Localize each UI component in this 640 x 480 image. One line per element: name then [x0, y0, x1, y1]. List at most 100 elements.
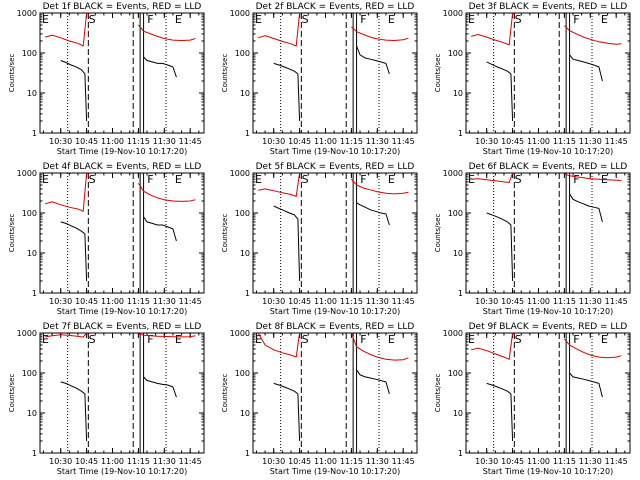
- x-tick-label: 10:45: [501, 297, 524, 306]
- events-series-line: [60, 60, 88, 122]
- x-tick-label: 10:30: [262, 297, 285, 306]
- events-series-line: [143, 56, 177, 78]
- event-marker: F: [360, 13, 366, 26]
- x-tick-label: 11:15: [127, 137, 150, 146]
- x-tick-label: 10:45: [75, 457, 98, 466]
- y-axis-label: Counts/sec: [434, 54, 442, 93]
- event-marker: E: [388, 333, 395, 346]
- lld-series-line: [350, 332, 409, 361]
- x-tick-label: 10:30: [262, 457, 285, 466]
- x-axis-label: Start Time (19-Nov-10 10:17:20): [57, 307, 187, 316]
- x-tick-label: 10:30: [49, 457, 72, 466]
- lld-series-line: [351, 178, 409, 195]
- chart-title: Det 6f BLACK = Events, RED = LLD: [469, 162, 628, 172]
- lld-series-line: [471, 332, 514, 361]
- events-series-line: [60, 381, 88, 442]
- event-marker: E: [255, 333, 262, 346]
- chart-title: Det 7f BLACK = Events, RED = LLD: [43, 322, 202, 332]
- event-marker: F: [360, 333, 366, 346]
- x-axis-label: Start Time (19-Nov-10 10:17:20): [270, 147, 400, 156]
- event-marker: S: [515, 333, 522, 346]
- x-tick-label: 10:45: [75, 297, 98, 306]
- y-tick-label: 10: [240, 89, 250, 98]
- x-axis-label: Start Time (19-Nov-10 10:17:20): [483, 147, 613, 156]
- x-tick-label: 11:00: [527, 297, 550, 306]
- x-tick-label: 11:45: [605, 457, 628, 466]
- event-marker: E: [42, 333, 49, 346]
- lld-series-line: [471, 172, 514, 184]
- y-tick-label: 1000: [443, 329, 463, 338]
- lld-series-line: [564, 25, 622, 45]
- event-marker: F: [360, 173, 366, 186]
- x-tick-label: 11:15: [127, 457, 150, 466]
- events-series-line: [356, 202, 390, 226]
- y-axis-label: Counts/sec: [434, 214, 442, 253]
- event-marker: E: [601, 333, 608, 346]
- event-marker: F: [573, 173, 579, 186]
- event-marker: F: [573, 333, 579, 346]
- events-series-line: [143, 216, 177, 242]
- x-tick-label: 11:15: [340, 457, 363, 466]
- x-axis-label: Start Time (19-Nov-10 10:17:20): [483, 467, 613, 476]
- x-tick-label: 10:30: [262, 137, 285, 146]
- events-series-line: [569, 54, 603, 82]
- x-tick-label: 10:30: [49, 137, 72, 146]
- event-marker: S: [515, 173, 522, 186]
- plot-frame: [465, 172, 631, 294]
- x-tick-label: 11:30: [579, 137, 602, 146]
- x-tick-label: 11:30: [153, 457, 176, 466]
- chart-title: Det 4f BLACK = Events, RED = LLD: [43, 162, 202, 172]
- y-tick-label: 10: [453, 89, 463, 98]
- chart-panel: Det 3f BLACK = Events, RED = LLD 1 10 100 10…: [434, 2, 631, 156]
- y-tick-label: 100: [448, 49, 463, 58]
- x-tick-label: 11:45: [605, 297, 628, 306]
- lld-series-line: [564, 173, 622, 181]
- plot-frame: [252, 12, 418, 134]
- event-marker: E: [255, 13, 262, 26]
- x-tick-label: 11:30: [366, 457, 389, 466]
- x-axis-label: Start Time (19-Nov-10 10:17:20): [270, 307, 400, 316]
- event-marker: S: [302, 13, 309, 26]
- x-tick-label: 11:30: [153, 137, 176, 146]
- y-tick-label: 1: [458, 129, 463, 138]
- lld-series-line: [137, 183, 196, 202]
- x-tick-label: 11:45: [392, 457, 415, 466]
- y-tick-label: 1: [458, 289, 463, 298]
- y-axis-label: Counts/sec: [8, 214, 16, 253]
- y-tick-label: 1: [32, 449, 37, 458]
- events-series-line: [273, 205, 301, 282]
- x-tick-label: 11:45: [179, 137, 202, 146]
- x-axis-label: Start Time (19-Nov-10 10:17:20): [57, 467, 187, 476]
- y-tick-label: 100: [22, 209, 37, 218]
- event-marker: E: [175, 333, 182, 346]
- chart-panel: Det 9f BLACK = Events, RED = LLD 1 10 100 10…: [434, 322, 631, 476]
- y-tick-label: 1000: [230, 169, 250, 178]
- y-tick-label: 1: [32, 129, 37, 138]
- y-tick-label: 10: [240, 409, 250, 418]
- y-tick-label: 1: [32, 289, 37, 298]
- lld-series-line: [258, 172, 301, 198]
- event-marker: S: [302, 173, 309, 186]
- event-marker: E: [601, 13, 608, 26]
- y-axis-label: Counts/sec: [8, 54, 16, 93]
- x-tick-label: 11:00: [101, 297, 124, 306]
- x-tick-label: 11:45: [179, 457, 202, 466]
- x-tick-label: 11:30: [153, 297, 176, 306]
- event-marker: F: [147, 173, 153, 186]
- plot-frame: [39, 12, 205, 134]
- x-tick-label: 11:15: [553, 297, 576, 306]
- events-series-line: [569, 372, 603, 398]
- lld-series-line: [258, 12, 301, 47]
- events-series-line: [569, 193, 603, 223]
- x-tick-label: 11:30: [366, 137, 389, 146]
- y-axis-label: Counts/sec: [434, 374, 442, 413]
- x-tick-label: 11:15: [553, 137, 576, 146]
- x-tick-label: 11:15: [553, 457, 576, 466]
- events-series-line: [60, 221, 88, 282]
- chart-panel: Det 1f BLACK = Events, RED = LLD 1 10 100 10…: [8, 2, 205, 156]
- x-tick-label: 10:30: [475, 297, 498, 306]
- event-marker: S: [89, 13, 96, 26]
- x-axis-label: Start Time (19-Nov-10 10:17:20): [57, 147, 187, 156]
- chart-title: Det 9f BLACK = Events, RED = LLD: [469, 322, 628, 332]
